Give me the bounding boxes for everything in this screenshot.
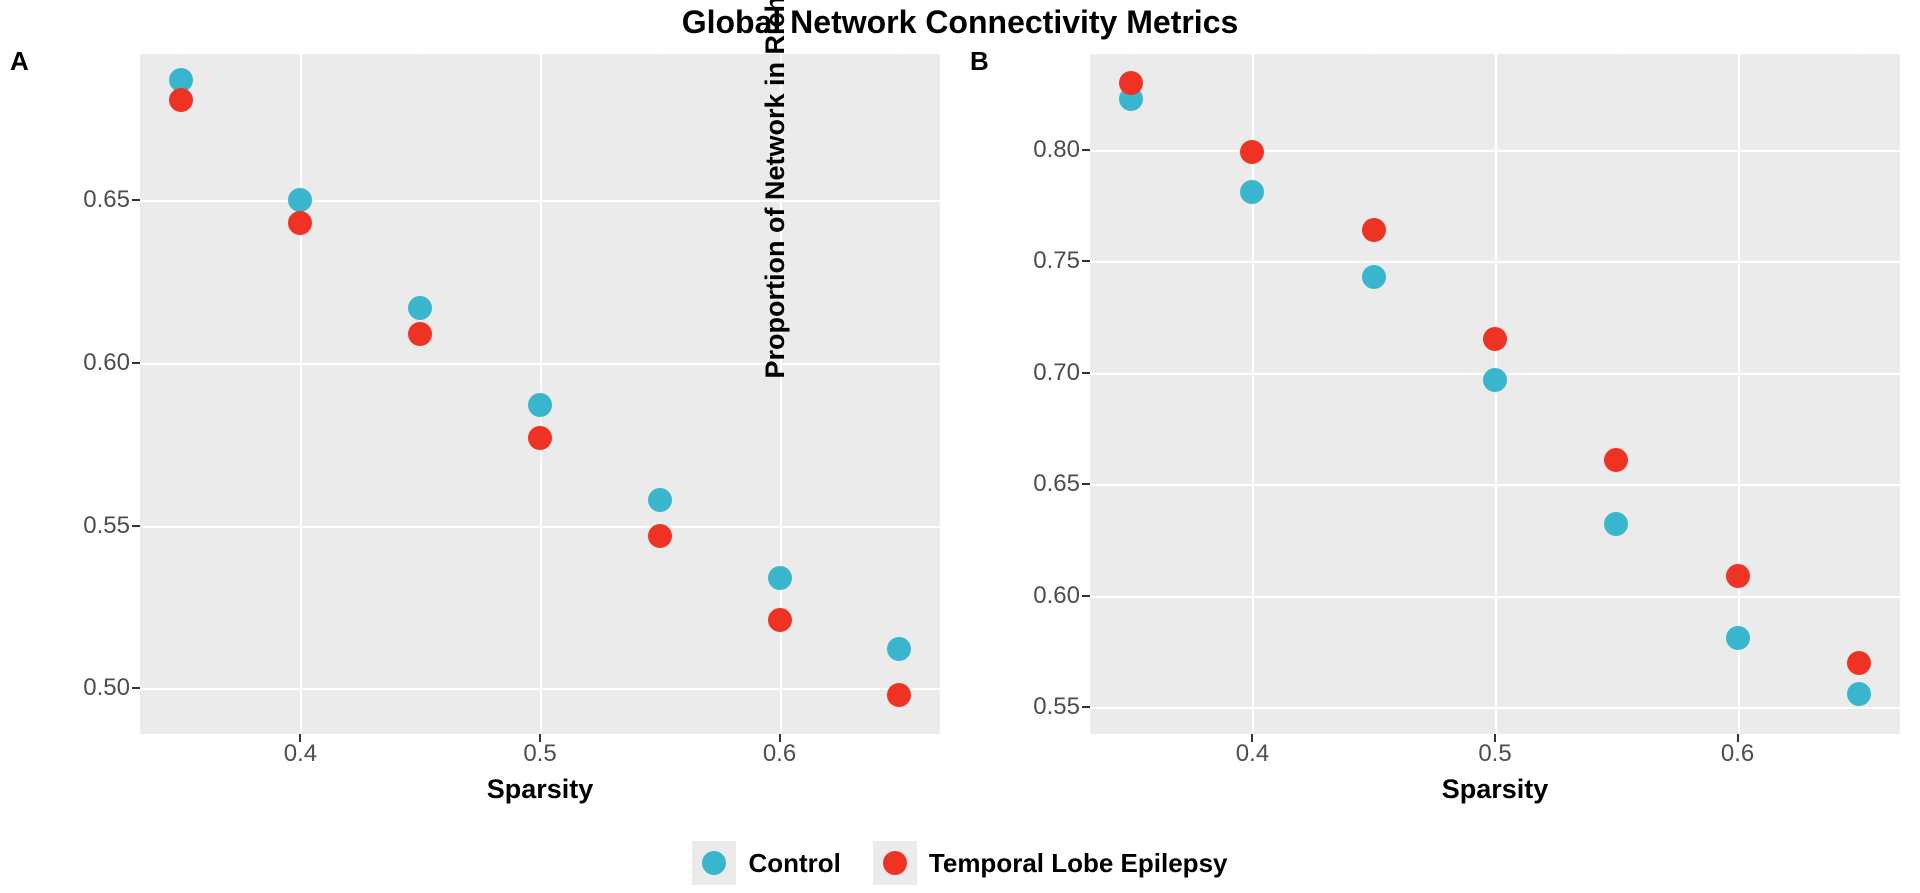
data-point bbox=[408, 296, 432, 320]
data-point bbox=[887, 683, 911, 707]
x-tick-label: 0.6 bbox=[763, 740, 796, 768]
y-tick-label: 0.70 bbox=[1033, 359, 1080, 387]
data-point bbox=[169, 88, 193, 112]
panel-letter-b: B bbox=[970, 46, 989, 77]
data-point bbox=[648, 488, 672, 512]
x-tick-label: 0.4 bbox=[284, 740, 317, 768]
data-point bbox=[1726, 564, 1750, 588]
data-point bbox=[887, 637, 911, 661]
plot-area: 0.40.50.60.550.600.650.700.750.80Sparsit… bbox=[1090, 54, 1900, 734]
data-point bbox=[1483, 368, 1507, 392]
legend-dot-control bbox=[702, 851, 726, 875]
data-point bbox=[1604, 512, 1628, 536]
y-tick-label: 0.60 bbox=[83, 349, 130, 377]
data-point bbox=[408, 322, 432, 346]
x-tick-label: 0.4 bbox=[1236, 740, 1269, 768]
data-point bbox=[528, 393, 552, 417]
x-axis-label: Sparsity bbox=[487, 774, 594, 805]
panel-b: B 0.40.50.60.550.600.650.700.750.80Spars… bbox=[960, 44, 1920, 804]
data-point bbox=[1240, 140, 1264, 164]
data-point bbox=[288, 188, 312, 212]
data-point bbox=[1726, 626, 1750, 650]
x-tick-label: 0.5 bbox=[1478, 740, 1511, 768]
figure: Global Network Connectivity Metrics A 0.… bbox=[0, 0, 1920, 893]
legend-item-tle: Temporal Lobe Epilepsy bbox=[873, 841, 1228, 885]
legend: Control Temporal Lobe Epilepsy bbox=[0, 841, 1920, 885]
data-point bbox=[288, 211, 312, 235]
data-point bbox=[1847, 651, 1871, 675]
data-point bbox=[1847, 682, 1871, 706]
legend-swatch-tle bbox=[873, 841, 917, 885]
data-point bbox=[1119, 71, 1143, 95]
panel-letter-a: A bbox=[10, 46, 29, 77]
y-tick-label: 0.50 bbox=[83, 674, 130, 702]
y-tick-label: 0.75 bbox=[1033, 247, 1080, 275]
data-point bbox=[1483, 327, 1507, 351]
data-point bbox=[528, 426, 552, 450]
data-point bbox=[768, 566, 792, 590]
panels-row: A 0.40.50.60.500.550.600.65SparsityGloba… bbox=[0, 44, 1920, 804]
data-point bbox=[768, 608, 792, 632]
legend-dot-tle bbox=[883, 851, 907, 875]
legend-label-tle: Temporal Lobe Epilepsy bbox=[929, 848, 1228, 879]
y-tick-label: 0.55 bbox=[1033, 693, 1080, 721]
x-axis-label: Sparsity bbox=[1442, 774, 1549, 805]
legend-label-control: Control bbox=[748, 848, 840, 879]
data-point bbox=[1240, 180, 1264, 204]
plot-area: 0.40.50.60.500.550.600.65SparsityGlobal … bbox=[140, 54, 940, 734]
y-axis-label: Proportion of Network in Rich Club bbox=[760, 0, 791, 379]
data-point bbox=[1604, 448, 1628, 472]
y-tick-label: 0.80 bbox=[1033, 136, 1080, 164]
y-tick-label: 0.55 bbox=[83, 512, 130, 540]
figure-title: Global Network Connectivity Metrics bbox=[0, 4, 1920, 41]
y-tick-label: 0.65 bbox=[83, 186, 130, 214]
data-point bbox=[1362, 218, 1386, 242]
legend-item-control: Control bbox=[692, 841, 840, 885]
x-tick-label: 0.6 bbox=[1721, 740, 1754, 768]
data-point bbox=[1362, 265, 1386, 289]
data-point bbox=[648, 524, 672, 548]
x-tick-label: 0.5 bbox=[523, 740, 556, 768]
legend-swatch-control bbox=[692, 841, 736, 885]
y-tick-label: 0.65 bbox=[1033, 470, 1080, 498]
panel-a: A 0.40.50.60.500.550.600.65SparsityGloba… bbox=[0, 44, 960, 804]
y-tick-label: 0.60 bbox=[1033, 582, 1080, 610]
